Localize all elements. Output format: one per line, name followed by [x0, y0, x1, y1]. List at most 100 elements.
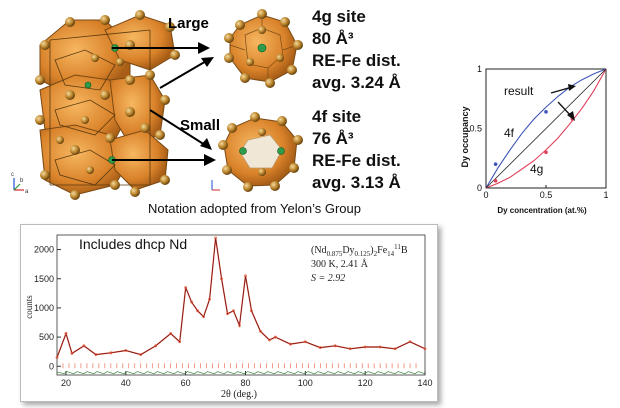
- site-4f-info: 4f site 76 Å³ RE-Fe dist. avg. 3.13 Å: [312, 107, 401, 192]
- xrd-observed-point: [232, 309, 235, 313]
- xrd-calculated-line: [56, 237, 426, 358]
- xrd-observed-point: [178, 340, 182, 344]
- xrd-observed-point: [154, 344, 158, 348]
- axes-indicator: c a b: [11, 172, 29, 195]
- xrd-observed-point: [64, 332, 68, 335]
- xrd-observed-point: [202, 315, 206, 319]
- result-arrow: [550, 84, 576, 121]
- xrd-x-tick-label: 120: [358, 378, 373, 388]
- xrd-observed-point: [139, 353, 143, 356]
- xrd-observed-point: [124, 349, 128, 352]
- occ-y-tick-label: 0: [477, 183, 482, 193]
- xrd-chart: 20 40 60 80 100 120 140 0 500 1000 1500 2000 Includ…: [24, 234, 433, 400]
- xrd-observed-point: [184, 286, 188, 289]
- xrd-s-value: S = 2.92: [311, 273, 345, 284]
- xrd-x-tick-label: 60: [181, 378, 191, 388]
- xrd-observed-point: [190, 300, 194, 304]
- xrd-y-tick-label: 2000: [34, 245, 54, 255]
- xrd-observed-point: [393, 347, 397, 351]
- xrd-observed-point: [378, 345, 382, 349]
- occ-4g-label: 4g: [530, 162, 543, 176]
- xrd-x-axis-label: 2θ (deg.): [221, 389, 257, 400]
- large-label: Large: [168, 15, 209, 32]
- xrd-conditions: 300 K, 2.41 Å: [311, 258, 369, 270]
- xrd-observed-point: [274, 335, 277, 339]
- site-4g-polyhedron: [224, 9, 303, 88]
- xrd-observed-point: [82, 344, 86, 348]
- xrd-observed-point: [214, 236, 217, 240]
- occ-x-tick-label: 1: [603, 190, 608, 200]
- arrow-to-large: [112, 42, 214, 89]
- occ-x-tick-label: 0.5: [540, 190, 553, 200]
- xrd-observed-point: [333, 344, 337, 348]
- occ-4f-label: 4f: [504, 126, 515, 140]
- xrd-plot-frame: [56, 234, 426, 376]
- xrd-observed-point: [268, 338, 271, 342]
- xrd-observed-point: [196, 309, 200, 313]
- axes-indicator-small: [211, 180, 220, 191]
- site-4g-avg: avg. 3.24 Å: [312, 73, 401, 92]
- unit-cell-image: [35, 10, 180, 200]
- xrd-x-tick-label: 100: [298, 378, 313, 388]
- site-4f-volume: 76 Å³: [312, 129, 354, 148]
- occ-point-4f: [544, 110, 548, 114]
- occ-point-4g: [493, 179, 498, 183]
- xrd-y-tick-label: 500: [39, 332, 54, 342]
- xrd-observed-point: [220, 277, 223, 281]
- xrd-x-tick-label: 20: [61, 378, 71, 388]
- xrd-observed-point: [109, 351, 113, 355]
- xrd-y-tick-label: 1000: [34, 303, 54, 313]
- arrow-to-small: [112, 109, 216, 166]
- site-4g-volume: 80 Å³: [312, 29, 354, 48]
- xrd-observed-point: [169, 332, 173, 335]
- occ-series-diagonal: [485, 68, 607, 189]
- xrd-x-tick-label: 140: [417, 378, 432, 388]
- xrd-observed-point: [318, 346, 322, 349]
- occ-point-4g: [544, 150, 548, 155]
- occ-series-4g: [485, 68, 607, 189]
- xrd-observed-point: [303, 340, 307, 344]
- axis-c-label: c: [11, 172, 14, 178]
- small-label: Small: [180, 117, 220, 134]
- xrd-formula: (Nd0.875Dy0.125)2Fe1411B: [311, 243, 408, 258]
- xrd-x-tick-label: 80: [240, 378, 250, 388]
- xrd-annotation: Includes dhcp Nd: [79, 236, 187, 252]
- notation-caption: Notation adopted from Yelon’s Group: [148, 201, 361, 216]
- xrd-x-tick-label: 40: [121, 378, 131, 388]
- xrd-observed-point: [250, 309, 253, 313]
- xrd-y-axis-label: counts: [24, 295, 34, 319]
- xrd-observed-point: [288, 342, 292, 346]
- xrd-observed-point: [244, 274, 247, 278]
- xrd-observed-point: [94, 353, 98, 356]
- crystal-structure-panel: c a b Large Small: [11, 7, 401, 216]
- occ-y-axis-label: Dy occupancy: [460, 106, 470, 167]
- occ-y-tick-label: 0.5: [469, 124, 482, 134]
- xrd-observed-point: [259, 329, 262, 333]
- occ-series-4f: [485, 68, 607, 189]
- xrd-observed-point: [363, 345, 367, 349]
- xrd-observed-point: [208, 297, 211, 301]
- site-4g-name: 4g site: [312, 7, 366, 26]
- xrd-y-tick-label: 0: [49, 361, 54, 371]
- site-4f-dist-label: RE-Fe dist.: [312, 151, 401, 170]
- site-4g-dist-label: RE-Fe dist.: [312, 51, 401, 70]
- xrd-observed-point: [55, 356, 59, 359]
- xrd-observed-point: [238, 324, 241, 327]
- xrd-observed-point: [348, 347, 352, 351]
- occ-point-4f: [493, 162, 498, 166]
- site-4f-avg: avg. 3.13 Å: [312, 173, 401, 192]
- site-4f-name: 4f site: [312, 107, 361, 126]
- xrd-observed-point: [70, 352, 74, 355]
- occ-x-axis-label: Dy concentration (at.%): [497, 206, 587, 215]
- occ-y-tick-label: 1: [477, 64, 482, 74]
- xrd-observed-point: [408, 340, 412, 344]
- site-4g-info: 4g site 80 Å³ RE-Fe dist. avg. 3.24 Å: [312, 7, 401, 92]
- axis-a-label: a: [25, 189, 29, 195]
- xrd-observed-point: [226, 312, 229, 316]
- occupancy-chart: 0 0.5 1 0 0.5 1 Dy occupancy Dy concentration…: [460, 64, 609, 215]
- xrd-observed-point: [423, 347, 427, 351]
- site-4f-polyhedron: [218, 112, 303, 192]
- axis-b-label: b: [20, 178, 24, 184]
- occ-result-label: result: [504, 84, 534, 98]
- xrd-y-tick-label: 1500: [34, 274, 54, 284]
